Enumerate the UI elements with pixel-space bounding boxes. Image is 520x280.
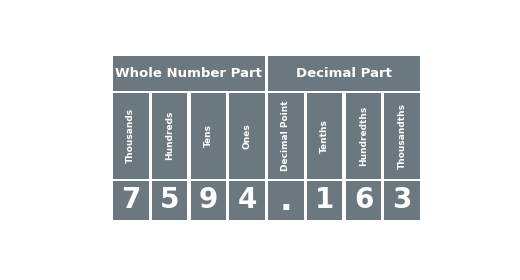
Text: Ones: Ones: [243, 123, 252, 149]
Bar: [229, 93, 265, 179]
Text: 6: 6: [354, 186, 373, 214]
Bar: [384, 93, 420, 179]
Text: Thousandths: Thousandths: [398, 103, 407, 169]
Bar: [346, 93, 381, 179]
Text: Thousands: Thousands: [126, 108, 135, 163]
Bar: [190, 93, 226, 179]
Bar: [229, 181, 265, 220]
Text: Decimal Part: Decimal Part: [296, 67, 392, 80]
Bar: [190, 181, 226, 220]
Text: Tenths: Tenths: [320, 119, 329, 153]
Bar: [268, 56, 420, 91]
Text: .: .: [280, 184, 292, 217]
Bar: [113, 181, 149, 220]
Bar: [384, 181, 420, 220]
Bar: [307, 181, 343, 220]
Text: Hundreds: Hundreds: [165, 111, 174, 160]
Bar: [307, 93, 343, 179]
Text: 9: 9: [199, 186, 218, 214]
Text: 5: 5: [160, 186, 179, 214]
Bar: [268, 181, 304, 220]
Bar: [152, 181, 187, 220]
Bar: [152, 93, 187, 179]
Text: 1: 1: [315, 186, 334, 214]
Bar: [268, 93, 304, 179]
Text: Decimal Point: Decimal Point: [281, 100, 290, 171]
Text: Whole Number Part: Whole Number Part: [115, 67, 263, 80]
Bar: [346, 181, 381, 220]
Text: 3: 3: [393, 186, 412, 214]
Text: 4: 4: [238, 186, 257, 214]
Bar: [113, 93, 149, 179]
Text: Hundredths: Hundredths: [359, 106, 368, 166]
Text: Tens: Tens: [204, 124, 213, 147]
Bar: [113, 56, 265, 91]
Text: 7: 7: [121, 186, 140, 214]
